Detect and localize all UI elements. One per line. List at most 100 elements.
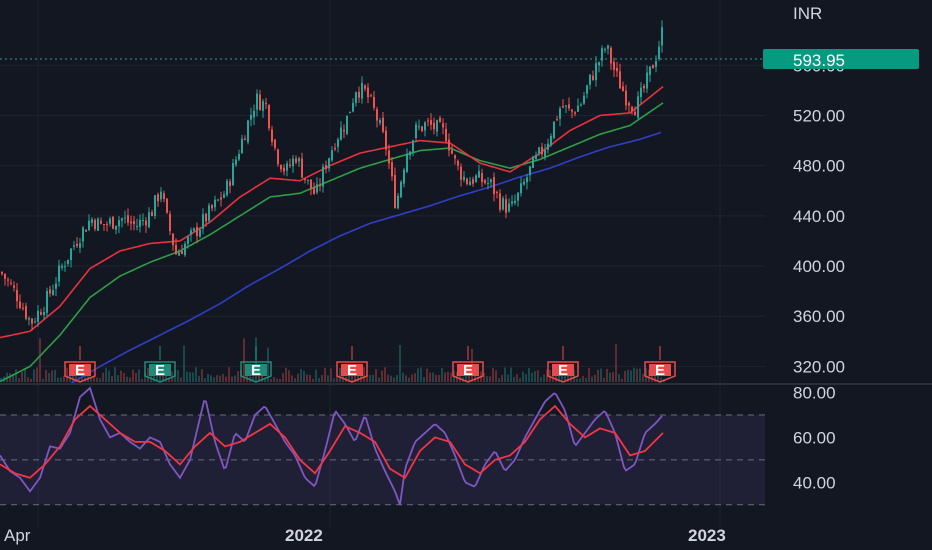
candle <box>523 178 525 186</box>
volume-bar <box>582 375 584 382</box>
volume-bar <box>546 369 548 382</box>
volume-bar <box>30 378 32 382</box>
candle <box>529 166 531 182</box>
candle <box>292 155 294 173</box>
time-axis[interactable]: Apr 2022 2023 <box>4 526 726 545</box>
candle <box>463 170 465 183</box>
volume-bar <box>138 369 140 382</box>
candle <box>514 194 516 206</box>
volume-bar <box>594 374 596 382</box>
volume-bar <box>351 376 353 382</box>
volume-bar <box>411 374 413 382</box>
candle <box>232 158 234 186</box>
earnings-marker-miss[interactable]: E <box>452 346 484 383</box>
candle <box>406 148 408 174</box>
volume-bar <box>165 371 167 382</box>
last-price-badge: 593.95 <box>763 49 919 70</box>
candle <box>31 317 33 331</box>
volume-bar <box>564 372 566 382</box>
volume-bar <box>237 371 239 382</box>
volume-bar <box>141 378 143 382</box>
candle <box>370 93 372 98</box>
volume-bar <box>390 375 392 382</box>
volume-bar <box>330 368 332 382</box>
volume-bar <box>18 378 20 382</box>
volume-bar <box>285 367 287 382</box>
candle <box>598 61 600 73</box>
candle <box>418 119 420 131</box>
volume-bar <box>492 367 494 382</box>
volume-bar <box>213 377 215 382</box>
volume-bar <box>531 372 533 382</box>
candle <box>202 208 204 235</box>
volume-bar <box>585 378 587 382</box>
candle <box>595 56 597 87</box>
candle <box>313 182 315 195</box>
candle <box>205 212 207 227</box>
volume-bar <box>408 377 410 382</box>
candle <box>73 240 75 251</box>
volume-bar <box>207 373 209 382</box>
candle <box>190 227 192 242</box>
earnings-marker-miss[interactable]: E <box>336 346 368 383</box>
candle <box>274 138 276 151</box>
volume-bar <box>198 375 200 382</box>
candle <box>391 157 393 181</box>
candle <box>487 177 489 190</box>
volume-bar <box>294 378 296 382</box>
volume-bar <box>378 377 380 382</box>
volume-bar <box>624 370 626 382</box>
rsi-axis[interactable]: 80.00 60.00 40.00 <box>793 383 836 492</box>
candle <box>172 233 174 251</box>
volume-bar <box>114 367 116 382</box>
ma-short-series <box>0 85 664 339</box>
earnings-marker-label: E <box>251 362 261 379</box>
candle <box>247 119 249 145</box>
volume-bar <box>186 371 188 382</box>
volume-bar <box>12 373 14 382</box>
candle <box>385 126 387 156</box>
volume-bar <box>576 378 578 382</box>
volume-bar <box>468 373 470 382</box>
candle <box>340 121 342 141</box>
candle <box>373 90 375 111</box>
candle <box>403 167 405 188</box>
candle <box>412 139 414 157</box>
earnings-marker-beat[interactable]: E <box>240 346 272 383</box>
candle <box>139 214 141 233</box>
volume-bar <box>465 371 467 382</box>
volume-bar <box>369 374 371 382</box>
candle <box>544 144 546 161</box>
candle <box>85 229 87 232</box>
candle <box>592 70 594 81</box>
earnings-marker-miss[interactable]: E <box>547 346 579 383</box>
earnings-marker-miss[interactable]: E <box>64 346 96 383</box>
candle <box>265 97 267 110</box>
volume-bar <box>483 372 485 382</box>
volume-bar <box>252 376 254 382</box>
volume-bar <box>210 375 212 382</box>
candle <box>556 115 558 122</box>
candle <box>253 104 255 125</box>
volume-bar <box>192 372 194 382</box>
volume-bar <box>384 367 386 382</box>
candle <box>130 215 132 231</box>
earnings-marker-beat[interactable]: E <box>144 346 176 383</box>
volume-bar <box>534 371 536 382</box>
candle <box>142 213 144 226</box>
price-axis[interactable]: INR 560.00520.00480.00440.00400.00360.00… <box>793 4 845 376</box>
volume-bar <box>321 375 323 382</box>
rsi-series <box>0 386 663 506</box>
candle <box>448 133 450 157</box>
candle <box>154 194 156 219</box>
volume-bar <box>324 367 326 382</box>
candle <box>430 113 432 131</box>
volume-bar <box>183 345 185 382</box>
rsi-pane <box>0 386 765 506</box>
candle <box>100 217 102 225</box>
volume-bar <box>195 367 197 382</box>
candle <box>112 216 114 230</box>
earnings-marker-miss[interactable]: E <box>644 346 676 383</box>
volume-bar <box>282 373 284 382</box>
